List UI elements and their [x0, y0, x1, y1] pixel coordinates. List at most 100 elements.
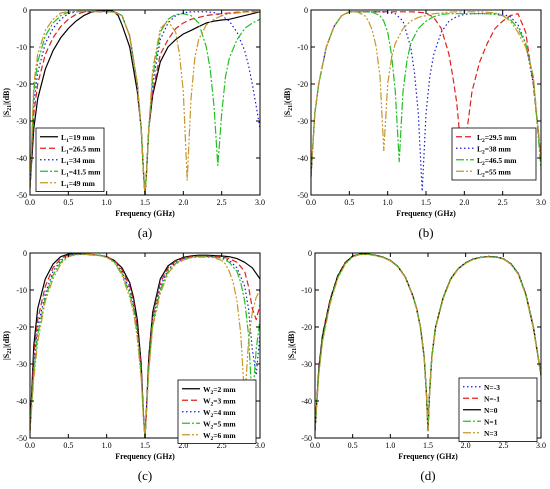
y-axis-label-sub: 21	[288, 105, 294, 111]
y-axis-label-sub: 21	[7, 348, 13, 354]
x-tick-label: 0.0	[310, 441, 320, 450]
legend-entry-5: L1=49 mm	[61, 179, 96, 190]
legend-entry-3: W2=4 mm	[203, 408, 236, 419]
y-tick-label: -50	[16, 434, 27, 443]
legend-entry-prefix: N=1	[484, 417, 498, 426]
y-tick-label: -30	[297, 117, 308, 126]
legend-entry-5: W2=6 mm	[203, 431, 236, 442]
y-axis-label-tail: |(dB)	[287, 331, 296, 348]
legend-entry-4: N=1	[484, 417, 498, 426]
y-tick-label: -20	[297, 80, 308, 89]
y-tick-label: -10	[16, 286, 27, 295]
y-tick-label: 0	[23, 6, 27, 15]
x-tick-label: 2.5	[498, 198, 508, 207]
legend-entry-prefix: W	[203, 396, 211, 405]
legend-entry-2: L1=26.5 mm	[61, 144, 101, 155]
series-group	[311, 11, 541, 192]
panel-a: 0.0 0.5 1.0 1.5 2.0 2.5 3.0 0 -10 -20 -30 -40 -50 Fre…	[2, 6, 265, 240]
legend-entry-suffix: =38 mm	[485, 144, 512, 153]
y-tick-label: 0	[304, 6, 308, 15]
legend-entry-prefix: L	[61, 156, 66, 165]
x-tick-label: 3.0	[255, 441, 265, 450]
y-tick-label: -40	[301, 397, 312, 406]
x-tick-label: 3.0	[536, 198, 546, 207]
legend: N=-3 N=-1 N=0 N=1 N=3	[458, 377, 538, 442]
x-tick-label: 0.5	[63, 198, 73, 207]
y-tick-label: 0	[23, 249, 27, 258]
legend-entry-3: L2=46.5 mm	[477, 156, 517, 167]
y-tick-label: -50	[16, 191, 27, 200]
series-line-5	[30, 253, 260, 438]
panel-label: (c)	[138, 468, 152, 483]
legend-entry-prefix: L	[61, 167, 66, 176]
legend-entry-prefix: L	[477, 133, 482, 142]
x-tick-label: 1.5	[421, 198, 431, 207]
y-tick-label: -40	[297, 154, 308, 163]
y-tick-label: -20	[16, 80, 27, 89]
x-tick-label: 1.5	[140, 441, 150, 450]
y-axis-label: |S21|(dB)	[2, 331, 13, 360]
legend-entry-suffix: =3 mm	[213, 396, 236, 405]
y-tick-label: -40	[16, 397, 27, 406]
panel-c: 0.0 0.5 1.0 1.5 2.0 2.5 3.0 0 -10 -20 -30 -40 -50 Fre…	[2, 249, 265, 483]
series-line-2	[30, 253, 260, 438]
legend-entry-suffix: =6 mm	[213, 431, 236, 440]
legend-entry-prefix: W	[203, 408, 211, 417]
y-tick-label: 0	[308, 249, 312, 258]
series-line-4	[30, 10, 260, 195]
x-tick-label: 2.0	[461, 441, 471, 450]
x-axis-label: Frequency (GHz)	[396, 209, 456, 218]
panel-label: (a)	[138, 225, 152, 240]
y-tick-label: -30	[16, 117, 27, 126]
legend-entry-4: W2=5 mm	[203, 419, 236, 430]
y-tick-label: -20	[301, 323, 312, 332]
y-tick-label: -50	[297, 191, 308, 200]
series-line-4	[311, 11, 541, 177]
legend-entry-sub: 1	[66, 161, 69, 167]
x-tick-label: 1.0	[385, 441, 395, 450]
legend-entry-prefix: L	[477, 156, 482, 165]
legend-entry-2: W2=3 mm	[203, 396, 236, 407]
legend-entry-prefix: L	[477, 144, 482, 153]
legend-entry-sub: 2	[482, 161, 485, 167]
legend-entry-sub: 1	[66, 184, 69, 190]
legend-entry-suffix: =2 mm	[213, 385, 236, 394]
y-axis-label: |S21|(dB)	[287, 331, 298, 360]
y-axis-label: |S21|(dB)	[2, 88, 13, 117]
legend-entry-suffix: =5 mm	[213, 419, 236, 428]
y-tick-label: -30	[16, 360, 27, 369]
panel-label: (b)	[418, 225, 433, 240]
legend-entry-sub: 2	[482, 172, 485, 178]
y-axis-label: |S21|(dB)	[283, 88, 294, 117]
legend-entry-sub: 2	[211, 436, 214, 442]
legend-entry-1: L2=29.5 mm	[477, 133, 517, 144]
x-tick-label: 2.0	[178, 441, 188, 450]
legend-entry-prefix: W	[203, 419, 211, 428]
panel-label: (d)	[420, 468, 435, 483]
x-tick-label: 1.0	[102, 198, 112, 207]
x-tick-label: 2.0	[178, 198, 188, 207]
x-tick-label: 0.5	[348, 441, 358, 450]
x-tick-label: 0.0	[25, 198, 35, 207]
legend-entry-sub: 2	[482, 138, 485, 144]
x-tick-label: 1.5	[140, 198, 150, 207]
y-tick-label: -30	[301, 360, 312, 369]
x-tick-label: 1.0	[383, 198, 393, 207]
legend-entry-2: N=-1	[484, 394, 500, 403]
y-tick-label: -10	[297, 43, 308, 52]
legend-entry-sub: 1	[66, 172, 69, 178]
y-axis-label-tail: |(dB)	[2, 331, 11, 348]
legend-entry-prefix: N=3	[484, 429, 498, 438]
x-tick-label: 0.0	[306, 198, 316, 207]
y-axis-label-tail: |(dB)	[2, 88, 11, 105]
legend-entry-1: W2=2 mm	[203, 385, 236, 396]
x-tick-label: 0.0	[25, 441, 35, 450]
legend-entry-4: L2=55 mm	[477, 167, 512, 178]
legend-box	[35, 127, 105, 192]
legend-entry-prefix: L	[477, 167, 482, 176]
panel-d: 0.0 0.5 1.0 1.5 2.0 2.5 3.0 0 -10 -20 -30 -40 -50 Fre…	[287, 249, 546, 483]
